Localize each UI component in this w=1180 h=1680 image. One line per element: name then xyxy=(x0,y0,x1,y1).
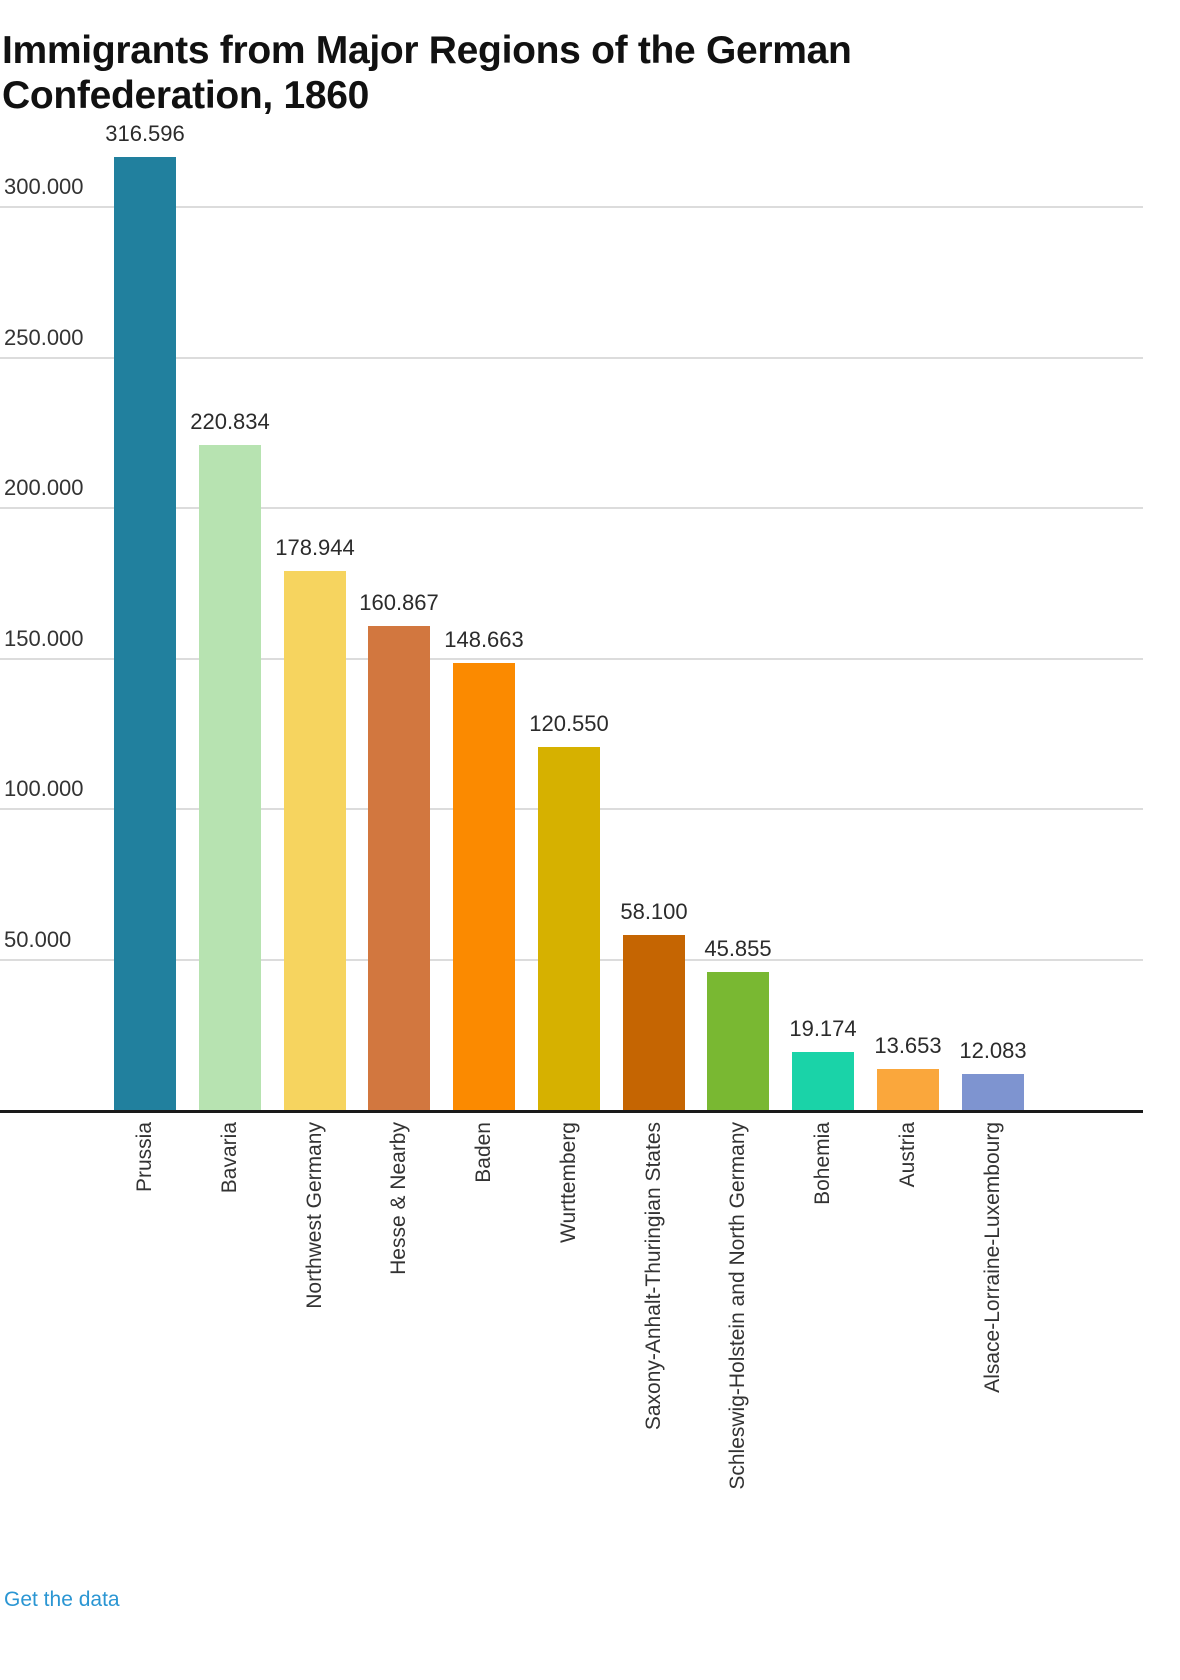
chart-title: Immigrants from Major Regions of the Ger… xyxy=(2,29,852,118)
y-axis-tick-label: 100.000 xyxy=(4,776,84,801)
bar-saxony-anhalt-thuringian-states[interactable] xyxy=(623,935,685,1110)
y-gridline xyxy=(0,356,1143,359)
x-axis-category-label: Bohemia xyxy=(811,1122,834,1205)
y-gridline xyxy=(0,657,1143,660)
bar-baden[interactable] xyxy=(453,663,515,1110)
bar-value-label: 316.596 xyxy=(105,121,185,146)
x-axis-category-label: Hesse & Nearby xyxy=(387,1122,410,1275)
bar-value-label: 58.100 xyxy=(620,899,688,924)
bar-value-label: 178.944 xyxy=(275,535,355,560)
x-axis-category-label: Prussia xyxy=(133,1122,156,1193)
bar-hesse-nearby[interactable] xyxy=(368,626,430,1110)
bar-value-label: 220.834 xyxy=(190,409,270,434)
bar-value-label: 19.174 xyxy=(789,1016,857,1041)
y-axis-tick-label: 150.000 xyxy=(4,625,84,651)
x-axis-category-label: Schleswig-Holstein and North Germany xyxy=(726,1122,749,1490)
y-gridline xyxy=(0,507,1143,509)
x-axis-category-label: Austria xyxy=(896,1122,919,1188)
bar-value-label: 120.550 xyxy=(529,711,609,736)
y-axis-tick-label: 300.000 xyxy=(4,174,84,199)
x-axis-line xyxy=(0,1110,1143,1113)
x-axis-category-label: Northwest Germany xyxy=(303,1122,326,1309)
bar-value-label: 12.083 xyxy=(959,1038,1027,1063)
bar-austria[interactable] xyxy=(877,1069,939,1110)
bar-alsace-lorraine-luxembourg[interactable] xyxy=(962,1074,1024,1110)
get-the-data-link[interactable]: Get the data xyxy=(4,1588,120,1611)
bar-northwest-germany[interactable] xyxy=(284,571,346,1110)
y-gridline xyxy=(0,206,1143,208)
y-axis-tick-label: 200.000 xyxy=(4,475,84,500)
bar-prussia[interactable] xyxy=(114,157,176,1110)
x-axis-category-label: Bavaria xyxy=(218,1122,241,1194)
bar-value-label: 148.663 xyxy=(444,627,524,652)
y-axis-tick-label: 250.000 xyxy=(4,324,84,350)
x-axis-category-label: Saxony-Anhalt-Thuringian States xyxy=(642,1122,665,1431)
y-axis-tick-label: 50.000 xyxy=(4,926,72,952)
x-axis-category-label: Baden xyxy=(472,1122,495,1183)
bar-wurttemberg[interactable] xyxy=(538,747,600,1110)
bar-value-label: 160.867 xyxy=(359,590,439,615)
bar-bavaria[interactable] xyxy=(199,445,261,1110)
bar-schleswig-holstein-and-north-germany[interactable] xyxy=(707,972,769,1110)
x-axis-category-label: Wurttemberg xyxy=(557,1122,580,1243)
bar-value-label: 13.653 xyxy=(874,1033,942,1058)
bar-value-label: 45.855 xyxy=(704,936,772,961)
x-axis-category-label: Alsace-Lorraine-Luxembourg xyxy=(981,1122,1004,1393)
bar-bohemia[interactable] xyxy=(792,1052,854,1110)
